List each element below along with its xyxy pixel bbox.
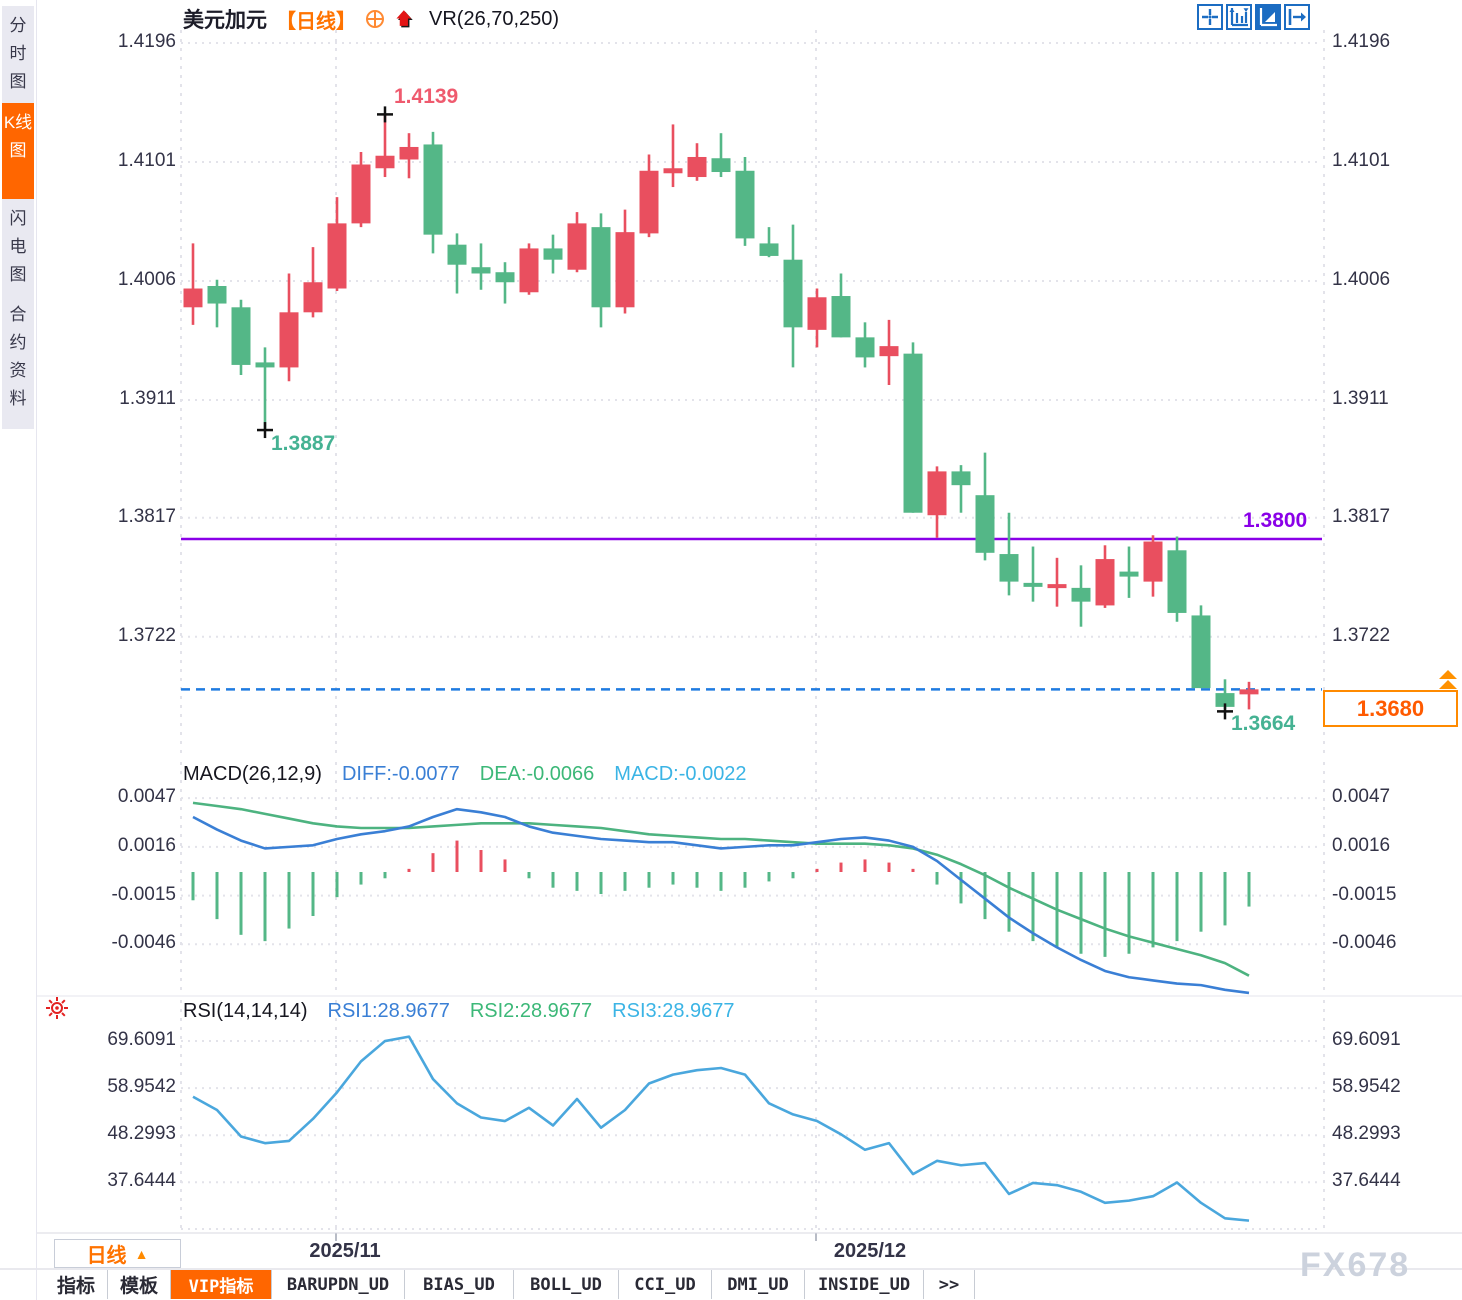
- last-low-label: 1.3664: [1231, 712, 1296, 735]
- indicator-tab-1[interactable]: 模板: [108, 1270, 171, 1299]
- indicator-tab-0[interactable]: 指标: [45, 1270, 108, 1299]
- chart-toolbar: [1197, 4, 1310, 30]
- sidebar-item-0[interactable]: 分时图: [2, 6, 34, 104]
- indicator-tab-2[interactable]: VIP指标: [171, 1270, 272, 1299]
- indicator-tab-8[interactable]: INSIDE_UD: [805, 1270, 924, 1299]
- indicator-tab-9[interactable]: >>: [924, 1270, 975, 1299]
- swing-low-label: 1.3887: [271, 432, 336, 455]
- sidebar-item-3[interactable]: 合约资料: [2, 295, 34, 429]
- y-axis-label: 1.3911: [1332, 387, 1389, 409]
- signal-up-arrow-icon: [394, 7, 416, 31]
- y-axis-label: 1.4006: [117, 268, 176, 290]
- y-axis-label: 48.2993: [107, 1123, 176, 1145]
- swing-high-label: 1.4139: [394, 85, 459, 108]
- y-axis-label: 37.6444: [107, 1170, 176, 1192]
- auto-fit-icon[interactable]: [1255, 4, 1281, 30]
- y-axis-label: -0.0046: [111, 932, 176, 954]
- x-axis-label: 2025/11: [309, 1240, 381, 1262]
- indicator-tab-5[interactable]: BOLL_UD: [514, 1270, 619, 1299]
- y-axis-label: 69.6091: [107, 1029, 176, 1050]
- indicator-tab-7[interactable]: DMI_UD: [712, 1270, 805, 1299]
- y-axis-label: 1.4101: [117, 149, 176, 171]
- indicator-settings-sun-icon[interactable]: [45, 996, 69, 1025]
- y-axis-label: 69.6091: [1332, 1029, 1401, 1050]
- rsi1-value: RSI1:28.9677: [327, 1000, 450, 1022]
- macd-header: MACD(26,12,9) DIFF:-0.0077 DEA:-0.0066 M…: [183, 763, 747, 786]
- y-axis-label: 37.6444: [1332, 1170, 1401, 1192]
- macd-title: MACD(26,12,9): [183, 763, 322, 785]
- period-tag: 【日线】: [276, 10, 356, 33]
- y-axis-label: 58.9542: [107, 1076, 176, 1098]
- y-axis-label: 1.3911: [119, 387, 176, 409]
- y-axis-label: 0.0047: [1332, 786, 1391, 808]
- y-axis-label: -0.0046: [1332, 932, 1397, 954]
- y-axis-label: 1.3817: [1332, 505, 1391, 527]
- y-axis-label: 1.3722: [117, 624, 176, 646]
- y-axis-label: -0.0015: [111, 883, 176, 905]
- rsi-header: RSI(14,14,14) RSI1:28.9677 RSI2:28.9677 …: [183, 1000, 735, 1023]
- macd-diff-value: DIFF:-0.0077: [341, 763, 460, 785]
- y-axis-label: 1.3817: [117, 505, 176, 527]
- sidebar-item-1[interactable]: K线图: [2, 103, 34, 201]
- y-axis-label: 58.9542: [1332, 1076, 1401, 1098]
- y-axis-label: 48.2993: [1332, 1123, 1401, 1145]
- y-axis-label: 1.4006: [1332, 268, 1391, 290]
- rsi-title: RSI(14,14,14): [183, 1000, 308, 1022]
- indicator-tab-6[interactable]: CCI_UD: [619, 1270, 712, 1299]
- price-up-arrow-icon: [1437, 668, 1459, 697]
- axis-scale-icon[interactable]: [1226, 4, 1252, 30]
- vr-indicator-label: VR(26,70,250): [429, 7, 560, 30]
- indicator-tab-3[interactable]: BARUPDN_UD: [272, 1270, 405, 1299]
- pan-crosshair-icon[interactable]: [1197, 4, 1223, 30]
- period-selector-button[interactable]: 日线 ▲: [54, 1239, 181, 1268]
- x-axis-label: 2025/12: [833, 1240, 907, 1262]
- symbol-title: 美元加元: [183, 9, 267, 32]
- macd-macd-value: MACD:-0.0022: [614, 763, 747, 785]
- watermark: FX678: [1300, 1246, 1411, 1284]
- y-axis-label: 0.0016: [1332, 834, 1391, 856]
- y-axis-label: 0.0016: [117, 834, 176, 856]
- indicator-tab-4[interactable]: BIAS_UD: [405, 1270, 514, 1299]
- sidebar-item-2[interactable]: 闪电图: [2, 199, 34, 297]
- y-axis-label: 1.3722: [1332, 624, 1391, 646]
- current-price-tag: 1.3680: [1323, 690, 1458, 727]
- y-axis-label: 1.4196: [1332, 31, 1391, 52]
- period-selector-label: 日线: [86, 1245, 127, 1267]
- caret-up-icon: ▲: [134, 1245, 149, 1262]
- y-axis-label: 1.4196: [117, 31, 176, 52]
- y-axis-label: 1.4101: [1332, 149, 1391, 171]
- y-axis-label: -0.0015: [1332, 883, 1397, 905]
- add-indicator-icon[interactable]: [365, 9, 385, 29]
- rsi3-value: RSI3:28.9677: [612, 1000, 735, 1022]
- indicator-tabbar: 指标 模板 VIP指标 BARUPDN_UD BIAS_UD BOLL_UD CCI_UD D…: [45, 1270, 975, 1299]
- y-axis-label: 0.0047: [117, 786, 176, 808]
- trendline-price-label: 1.3800: [1243, 509, 1308, 532]
- macd-dea-value: DEA:-0.0066: [479, 763, 595, 785]
- chart-header: 美元加元 【日线】 VR(26,70,250): [183, 5, 559, 33]
- rsi2-value: RSI2:28.9677: [469, 1000, 593, 1022]
- shift-right-icon[interactable]: [1284, 4, 1310, 30]
